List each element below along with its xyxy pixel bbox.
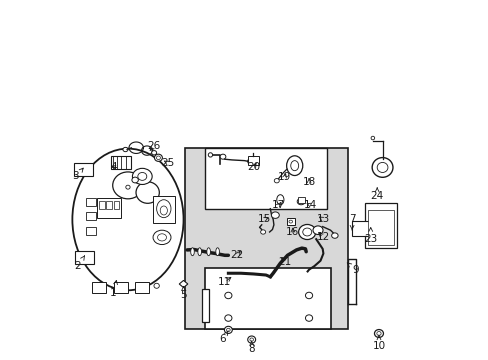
Bar bbox=[185, 148, 348, 329]
Text: 11: 11 bbox=[218, 277, 231, 287]
Text: 2: 2 bbox=[74, 256, 84, 271]
Ellipse shape bbox=[370, 136, 374, 140]
Bar bbox=[351, 221, 375, 235]
Ellipse shape bbox=[122, 147, 128, 152]
Ellipse shape bbox=[331, 233, 337, 238]
Ellipse shape bbox=[274, 179, 279, 183]
Bar bbox=[92, 282, 106, 293]
Text: 12: 12 bbox=[316, 232, 329, 242]
Ellipse shape bbox=[154, 154, 162, 161]
Ellipse shape bbox=[376, 162, 387, 172]
Ellipse shape bbox=[215, 248, 219, 256]
Ellipse shape bbox=[132, 177, 138, 183]
Ellipse shape bbox=[224, 315, 231, 321]
Text: 3: 3 bbox=[73, 168, 83, 181]
Ellipse shape bbox=[157, 234, 166, 241]
Ellipse shape bbox=[156, 200, 171, 218]
Bar bbox=[74, 163, 93, 176]
Bar bbox=[97, 198, 121, 218]
Text: 20: 20 bbox=[246, 162, 260, 172]
Text: 5: 5 bbox=[180, 287, 186, 300]
Bar bbox=[297, 197, 304, 203]
Ellipse shape bbox=[260, 230, 265, 234]
Ellipse shape bbox=[125, 185, 130, 189]
Text: 8: 8 bbox=[248, 341, 254, 354]
Ellipse shape bbox=[198, 248, 201, 256]
Text: 19: 19 bbox=[278, 172, 291, 182]
Ellipse shape bbox=[206, 248, 210, 256]
Ellipse shape bbox=[288, 220, 292, 223]
Text: 13: 13 bbox=[316, 215, 329, 224]
Text: 4: 4 bbox=[110, 162, 117, 172]
Text: 26: 26 bbox=[147, 141, 161, 151]
Text: 22: 22 bbox=[230, 250, 244, 260]
Ellipse shape bbox=[208, 153, 212, 157]
Ellipse shape bbox=[271, 212, 279, 219]
Bar bbox=[135, 282, 149, 293]
Text: 23: 23 bbox=[364, 228, 377, 244]
Ellipse shape bbox=[226, 328, 230, 332]
Polygon shape bbox=[179, 280, 187, 288]
Ellipse shape bbox=[138, 172, 146, 180]
Ellipse shape bbox=[290, 161, 298, 171]
Ellipse shape bbox=[276, 195, 284, 205]
Ellipse shape bbox=[151, 150, 156, 155]
Ellipse shape bbox=[312, 226, 323, 234]
Bar bbox=[204, 148, 326, 209]
Bar bbox=[367, 211, 393, 244]
Bar bbox=[86, 198, 96, 206]
Bar bbox=[364, 203, 396, 248]
Bar bbox=[247, 156, 258, 165]
Bar bbox=[75, 251, 94, 264]
Ellipse shape bbox=[371, 158, 392, 177]
Text: 15: 15 bbox=[257, 215, 270, 224]
Ellipse shape bbox=[374, 329, 383, 337]
Ellipse shape bbox=[247, 336, 255, 343]
Ellipse shape bbox=[156, 156, 160, 159]
Text: 6: 6 bbox=[219, 331, 228, 343]
Bar bbox=[153, 196, 174, 223]
Ellipse shape bbox=[220, 154, 225, 159]
Ellipse shape bbox=[154, 283, 159, 288]
Text: 1: 1 bbox=[110, 280, 117, 298]
Ellipse shape bbox=[247, 158, 255, 165]
Ellipse shape bbox=[224, 326, 232, 333]
Bar bbox=[202, 289, 208, 321]
Ellipse shape bbox=[302, 228, 311, 236]
Text: 17: 17 bbox=[271, 200, 285, 210]
Bar bbox=[113, 282, 128, 293]
Ellipse shape bbox=[376, 332, 380, 336]
Text: 14: 14 bbox=[304, 200, 317, 210]
Ellipse shape bbox=[224, 292, 231, 299]
Text: 9: 9 bbox=[346, 263, 358, 275]
Ellipse shape bbox=[136, 182, 159, 203]
Ellipse shape bbox=[160, 206, 167, 215]
Text: 21: 21 bbox=[278, 257, 291, 267]
Text: 24: 24 bbox=[370, 188, 383, 201]
Text: 25: 25 bbox=[161, 158, 174, 168]
Text: 10: 10 bbox=[372, 335, 385, 351]
Ellipse shape bbox=[190, 248, 194, 256]
Bar bbox=[204, 268, 330, 329]
Ellipse shape bbox=[305, 292, 312, 299]
Ellipse shape bbox=[297, 198, 305, 205]
Ellipse shape bbox=[72, 149, 183, 290]
Bar bbox=[286, 219, 294, 225]
Ellipse shape bbox=[132, 168, 152, 184]
Bar bbox=[106, 201, 112, 209]
Ellipse shape bbox=[305, 315, 312, 321]
Bar bbox=[86, 212, 96, 220]
Ellipse shape bbox=[286, 156, 302, 176]
Bar bbox=[113, 201, 119, 209]
Ellipse shape bbox=[112, 172, 143, 199]
Ellipse shape bbox=[298, 225, 315, 239]
Text: 18: 18 bbox=[302, 177, 315, 187]
Bar bbox=[111, 156, 131, 169]
Text: 16: 16 bbox=[285, 227, 299, 237]
Ellipse shape bbox=[249, 338, 253, 341]
Bar bbox=[86, 226, 96, 234]
Ellipse shape bbox=[153, 230, 171, 244]
Text: 7: 7 bbox=[348, 215, 355, 230]
Bar bbox=[99, 201, 104, 209]
